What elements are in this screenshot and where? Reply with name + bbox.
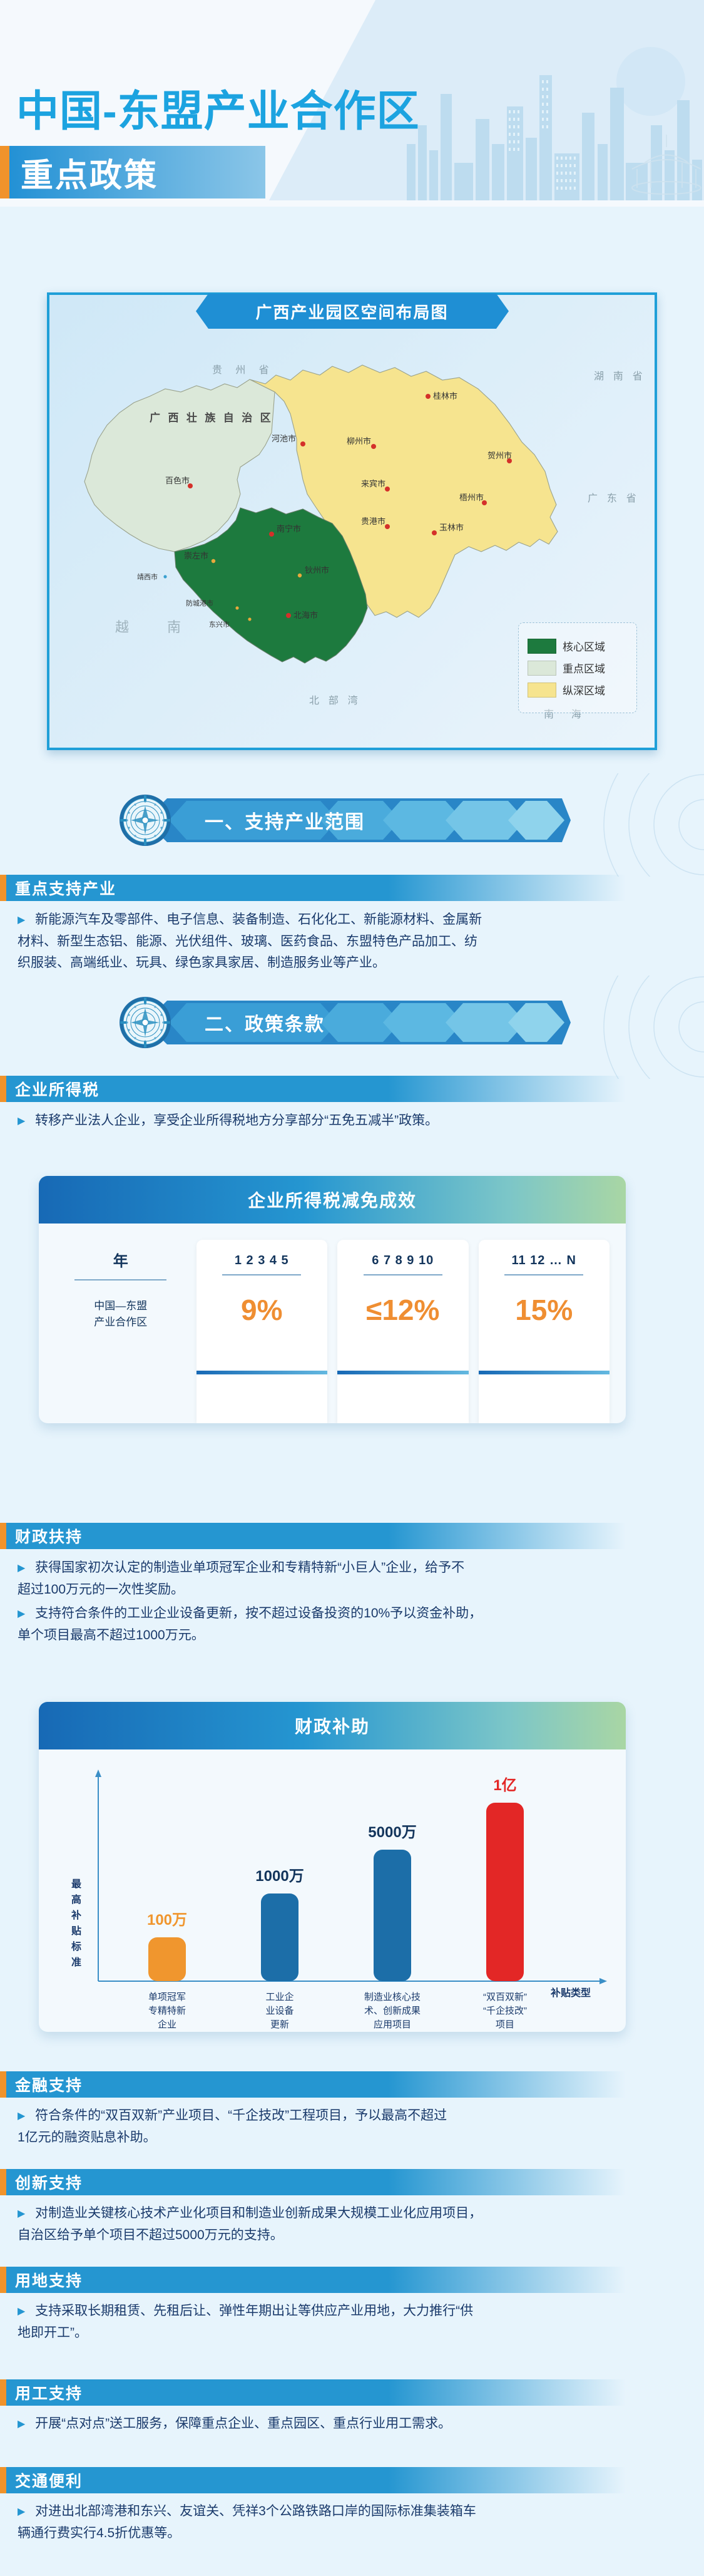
svg-text:最: 最: [71, 1878, 82, 1890]
svg-text:来宾市: 来宾市: [361, 479, 385, 488]
svg-text:越: 越: [115, 619, 129, 635]
svg-text:防城港市: 防城港市: [186, 599, 213, 607]
svg-text:准: 准: [71, 1956, 81, 1968]
svg-text:工业企: 工业企: [265, 1991, 293, 2002]
svg-text:湖 南 省: 湖 南 省: [594, 371, 644, 382]
svg-text:“双百双新”: “双百双新”: [483, 1992, 527, 2002]
svg-text:标: 标: [71, 1941, 81, 1952]
svg-text:梧州市: 梧州市: [459, 493, 484, 502]
svg-text:河池市: 河池市: [272, 434, 296, 443]
svg-text:广 东 省: 广 东 省: [588, 493, 638, 504]
svg-text:桂林市: 桂林市: [433, 391, 457, 401]
svg-text:广 西 壮 族 自 治 区: 广 西 壮 族 自 治 区: [150, 411, 272, 424]
svg-text:补: 补: [71, 1909, 81, 1921]
svg-text:玉林市: 玉林市: [439, 523, 464, 532]
svg-text:贺州市: 贺州市: [487, 451, 512, 460]
svg-text:钬州市: 钬州市: [305, 565, 329, 575]
svg-text:1000万: 1000万: [255, 1868, 304, 1885]
svg-text:专精特新: 专精特新: [148, 2006, 186, 2016]
svg-text:“千企技改”: “千企技改”: [483, 2005, 527, 2016]
svg-text:业设备: 业设备: [265, 2006, 293, 2016]
svg-text:贵港市: 贵港市: [361, 517, 385, 526]
svg-text:5000万: 5000万: [368, 1824, 416, 1841]
svg-text:项目: 项目: [496, 2019, 514, 2030]
svg-text:靖西市: 靖西市: [137, 572, 158, 581]
svg-text:100万: 100万: [147, 1912, 187, 1929]
svg-text:术、创新成果: 术、创新成果: [364, 2006, 421, 2016]
svg-text:百色市: 百色市: [165, 476, 190, 485]
svg-text:贴: 贴: [71, 1925, 81, 1937]
svg-text:制造业核心技: 制造业核心技: [364, 1992, 421, 2002]
svg-text:1亿: 1亿: [493, 1777, 516, 1794]
svg-text:高: 高: [71, 1893, 81, 1905]
svg-text:单项冠军: 单项冠军: [148, 1992, 186, 2002]
svg-text:柳州市: 柳州市: [347, 436, 371, 446]
svg-text:补贴类型: 补贴类型: [550, 1987, 591, 1999]
svg-text:南: 南: [167, 619, 181, 635]
svg-text:北海市: 北海市: [293, 611, 318, 620]
svg-text:应用项目: 应用项目: [374, 2019, 411, 2030]
svg-text:崇左市: 崇左市: [184, 551, 208, 560]
svg-text:企业: 企业: [158, 2019, 176, 2030]
svg-text:东兴市: 东兴市: [209, 620, 230, 629]
svg-text:北 部 湾: 北 部 湾: [309, 695, 359, 706]
svg-text:贵 州 省: 贵 州 省: [212, 364, 270, 376]
svg-text:南宁市: 南宁市: [277, 524, 301, 533]
svg-text:更新: 更新: [270, 2019, 289, 2030]
